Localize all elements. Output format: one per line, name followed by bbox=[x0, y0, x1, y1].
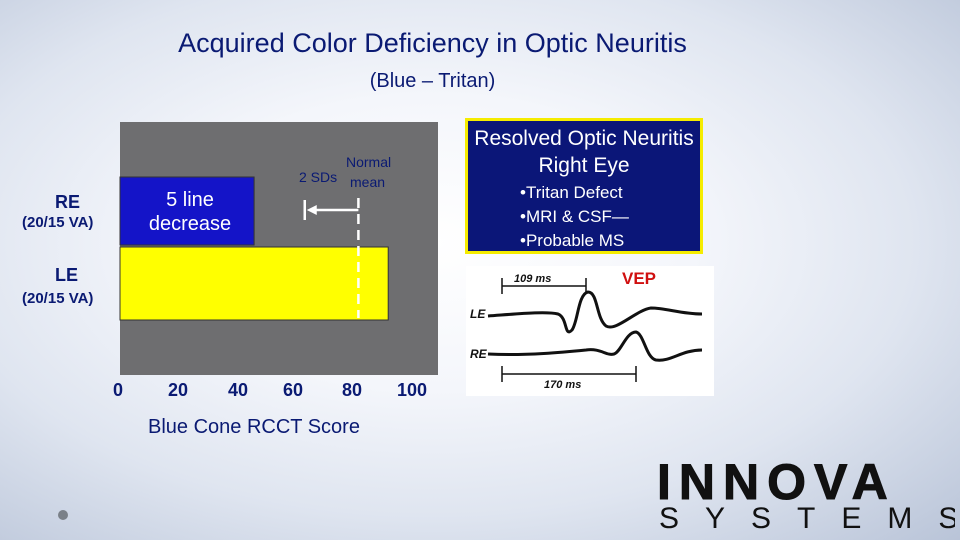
vep-figure: VEP 109 ms 170 ms LE RE bbox=[466, 266, 714, 396]
category-note-re: (20/15 VA) bbox=[22, 214, 94, 231]
x-tick-60: 60 bbox=[282, 380, 304, 400]
annotation-sds: 2 SDs bbox=[299, 169, 338, 185]
callout-bullet: •Tritan Defect bbox=[520, 183, 623, 202]
innova-logo: INNOVA SYSTEMS bbox=[657, 455, 956, 535]
callout-title: Resolved Optic Neuritis Right Eye bbox=[474, 127, 694, 177]
vep-latency-top: 109 ms bbox=[514, 273, 551, 285]
vep-trace-label-le: LE bbox=[470, 307, 486, 321]
x-tick-20: 20 bbox=[167, 380, 189, 400]
callout-list: •Tritan Defect •MRI & CSF— •Probable MS bbox=[468, 181, 700, 253]
logo-line2: SYSTEMS bbox=[659, 502, 955, 535]
annotation-normal: Normal bbox=[346, 154, 392, 170]
category-label-re: RE bbox=[55, 192, 81, 212]
slide-title: Acquired Color Deficiency in Optic Neuri… bbox=[178, 28, 687, 58]
bullet-dot bbox=[58, 510, 68, 520]
category-note-le: (20/15 VA) bbox=[22, 290, 94, 307]
category-label-le: LE bbox=[55, 265, 79, 285]
vep-trace-label-re: RE bbox=[470, 347, 488, 361]
x-tick-80: 80 bbox=[341, 380, 363, 400]
two-sd-arrowhead bbox=[306, 205, 317, 215]
bar-re bbox=[119, 176, 255, 246]
vep-latency-bottom: 170 ms bbox=[544, 379, 581, 391]
x-axis-label: Blue Cone RCCT Score bbox=[148, 416, 360, 438]
logo-line1: INNOVA bbox=[657, 455, 896, 510]
callout-bullet: •Probable MS bbox=[520, 231, 625, 250]
bar-label-re: 5 line decrease bbox=[148, 189, 232, 235]
x-tick-0: 0 bbox=[112, 380, 123, 400]
callout-bullet: •MRI & CSF— bbox=[520, 207, 629, 226]
annotation-mean: mean bbox=[350, 174, 386, 190]
x-tick-40: 40 bbox=[227, 380, 249, 400]
bar-le bbox=[119, 246, 389, 321]
vep-traces: VEP 109 ms 170 ms LE RE bbox=[470, 269, 703, 391]
x-tick-100: 100 bbox=[396, 380, 428, 400]
vep-trace-re bbox=[487, 330, 703, 362]
vep-title: VEP bbox=[622, 269, 656, 288]
slide-subtitle: (Blue – Tritan) bbox=[369, 70, 496, 92]
callout-box: Resolved Optic Neuritis Right Eye •Trita… bbox=[465, 118, 703, 254]
vep-trace-le bbox=[487, 290, 703, 334]
